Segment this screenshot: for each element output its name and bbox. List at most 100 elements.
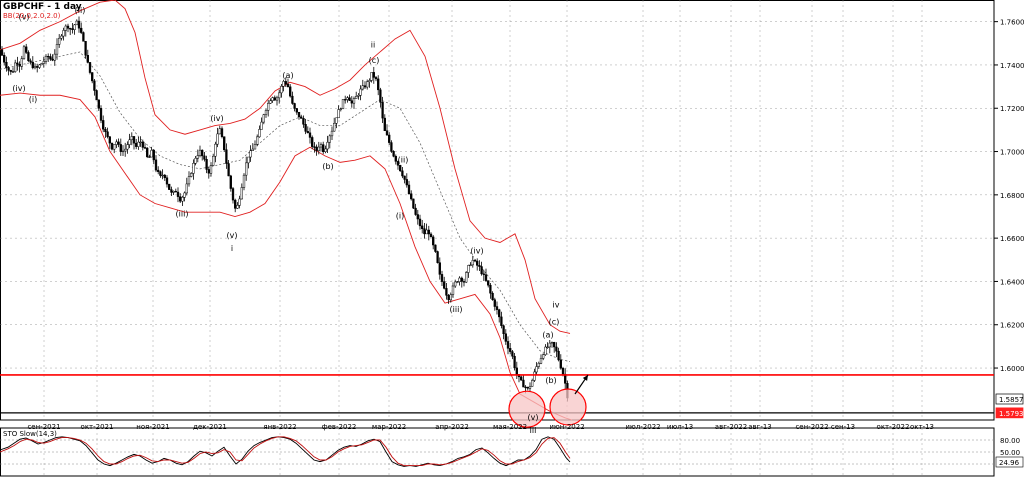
candle-body — [333, 122, 336, 132]
candle-body — [80, 27, 83, 33]
oscillator-level-label: 50.00 — [1000, 449, 1020, 457]
candle-body — [548, 342, 551, 348]
y-tick-label: 1.7200 — [1000, 105, 1024, 113]
candle-body — [273, 97, 276, 101]
candle-body — [38, 64, 41, 68]
candle-body — [352, 98, 356, 104]
candle-body — [229, 175, 232, 189]
candle-body — [487, 280, 490, 286]
candle-body — [73, 24, 76, 30]
candle-body — [60, 35, 63, 39]
candle-body — [542, 354, 545, 359]
candle-body — [157, 169, 160, 172]
candle-body — [385, 130, 389, 136]
candle-body — [260, 121, 263, 130]
wave-label: (a) — [282, 71, 293, 80]
candle-body — [53, 53, 56, 61]
candle-body — [212, 155, 215, 166]
candle-body — [407, 184, 411, 195]
candle-body — [317, 146, 320, 151]
candle-body — [443, 281, 446, 289]
candle-body — [306, 131, 309, 134]
candle-body — [401, 170, 404, 177]
candle-body — [69, 28, 72, 30]
candle-body — [322, 144, 325, 153]
candle-body — [414, 207, 417, 215]
current-price-box — [995, 393, 1024, 405]
candle-body — [473, 260, 477, 262]
candle-body — [429, 233, 433, 238]
candle-body — [66, 25, 70, 29]
wave-label: (c) — [549, 318, 560, 327]
candle-body — [476, 260, 479, 266]
candle-body — [330, 130, 334, 137]
candle-body — [278, 92, 281, 99]
candle-body — [181, 197, 184, 202]
candle-body — [454, 281, 457, 287]
candle-body — [176, 191, 180, 197]
candle-body — [264, 110, 268, 115]
candle-body — [564, 373, 567, 384]
candle-body — [495, 306, 499, 310]
candle-body — [14, 62, 17, 72]
candle-body — [126, 144, 129, 150]
x-tick-label: дек-2021 — [193, 423, 227, 431]
candle-body — [242, 174, 246, 188]
candle-body — [500, 316, 503, 326]
candle-body — [93, 80, 96, 91]
candle-body — [555, 346, 558, 352]
candle-body — [526, 386, 529, 389]
candle-body — [561, 367, 565, 375]
candle-body — [71, 28, 74, 30]
candle-body — [456, 281, 459, 283]
candle-body — [399, 165, 402, 172]
candle-body — [148, 156, 151, 158]
candle-body — [27, 52, 30, 62]
candle-body — [337, 109, 340, 119]
candle-body — [418, 218, 422, 227]
candle-body — [40, 63, 43, 66]
candle-body — [207, 169, 210, 174]
candle-body — [165, 177, 169, 185]
candle-body — [139, 141, 142, 144]
candle-body — [231, 188, 235, 201]
wave-label: ii — [371, 41, 375, 50]
wave-label: (i) — [29, 95, 37, 104]
candle-body — [315, 146, 318, 151]
candle-body — [550, 341, 554, 344]
candle-body — [280, 86, 283, 94]
candle-body — [253, 144, 257, 150]
candle-body — [141, 141, 144, 148]
y-tick-label: 1.6400 — [1000, 278, 1024, 286]
candle-body — [366, 81, 369, 88]
candle-body — [361, 85, 364, 90]
x-tick-label: сен-2021 — [27, 423, 60, 431]
candle-body — [190, 173, 193, 177]
candle-body — [515, 367, 518, 375]
candle-body — [465, 272, 468, 283]
candle-body — [434, 244, 437, 252]
candle-body — [205, 159, 208, 170]
candle-body — [403, 175, 406, 180]
candle-body — [374, 77, 378, 80]
candle-body — [372, 72, 375, 78]
candle-body — [234, 199, 237, 209]
candle-body — [484, 274, 488, 281]
candle-body — [423, 228, 426, 235]
x-tick-label: янв-2022 — [263, 423, 296, 431]
y-tick-label: 1.6000 — [1000, 365, 1024, 373]
candle-body — [539, 358, 543, 364]
wave-label: (iv) — [210, 114, 223, 123]
candle-body — [132, 136, 136, 144]
candle-body — [506, 341, 510, 349]
candle-body — [223, 136, 226, 150]
candle-body — [245, 162, 248, 176]
candle-body — [247, 156, 250, 164]
candle-body — [143, 147, 147, 149]
candle-body — [135, 142, 138, 147]
candle-body — [350, 100, 353, 104]
wave-label: (i) — [396, 212, 404, 221]
candle-body — [216, 133, 219, 145]
candle-body — [489, 284, 492, 294]
candle-body — [275, 97, 279, 101]
